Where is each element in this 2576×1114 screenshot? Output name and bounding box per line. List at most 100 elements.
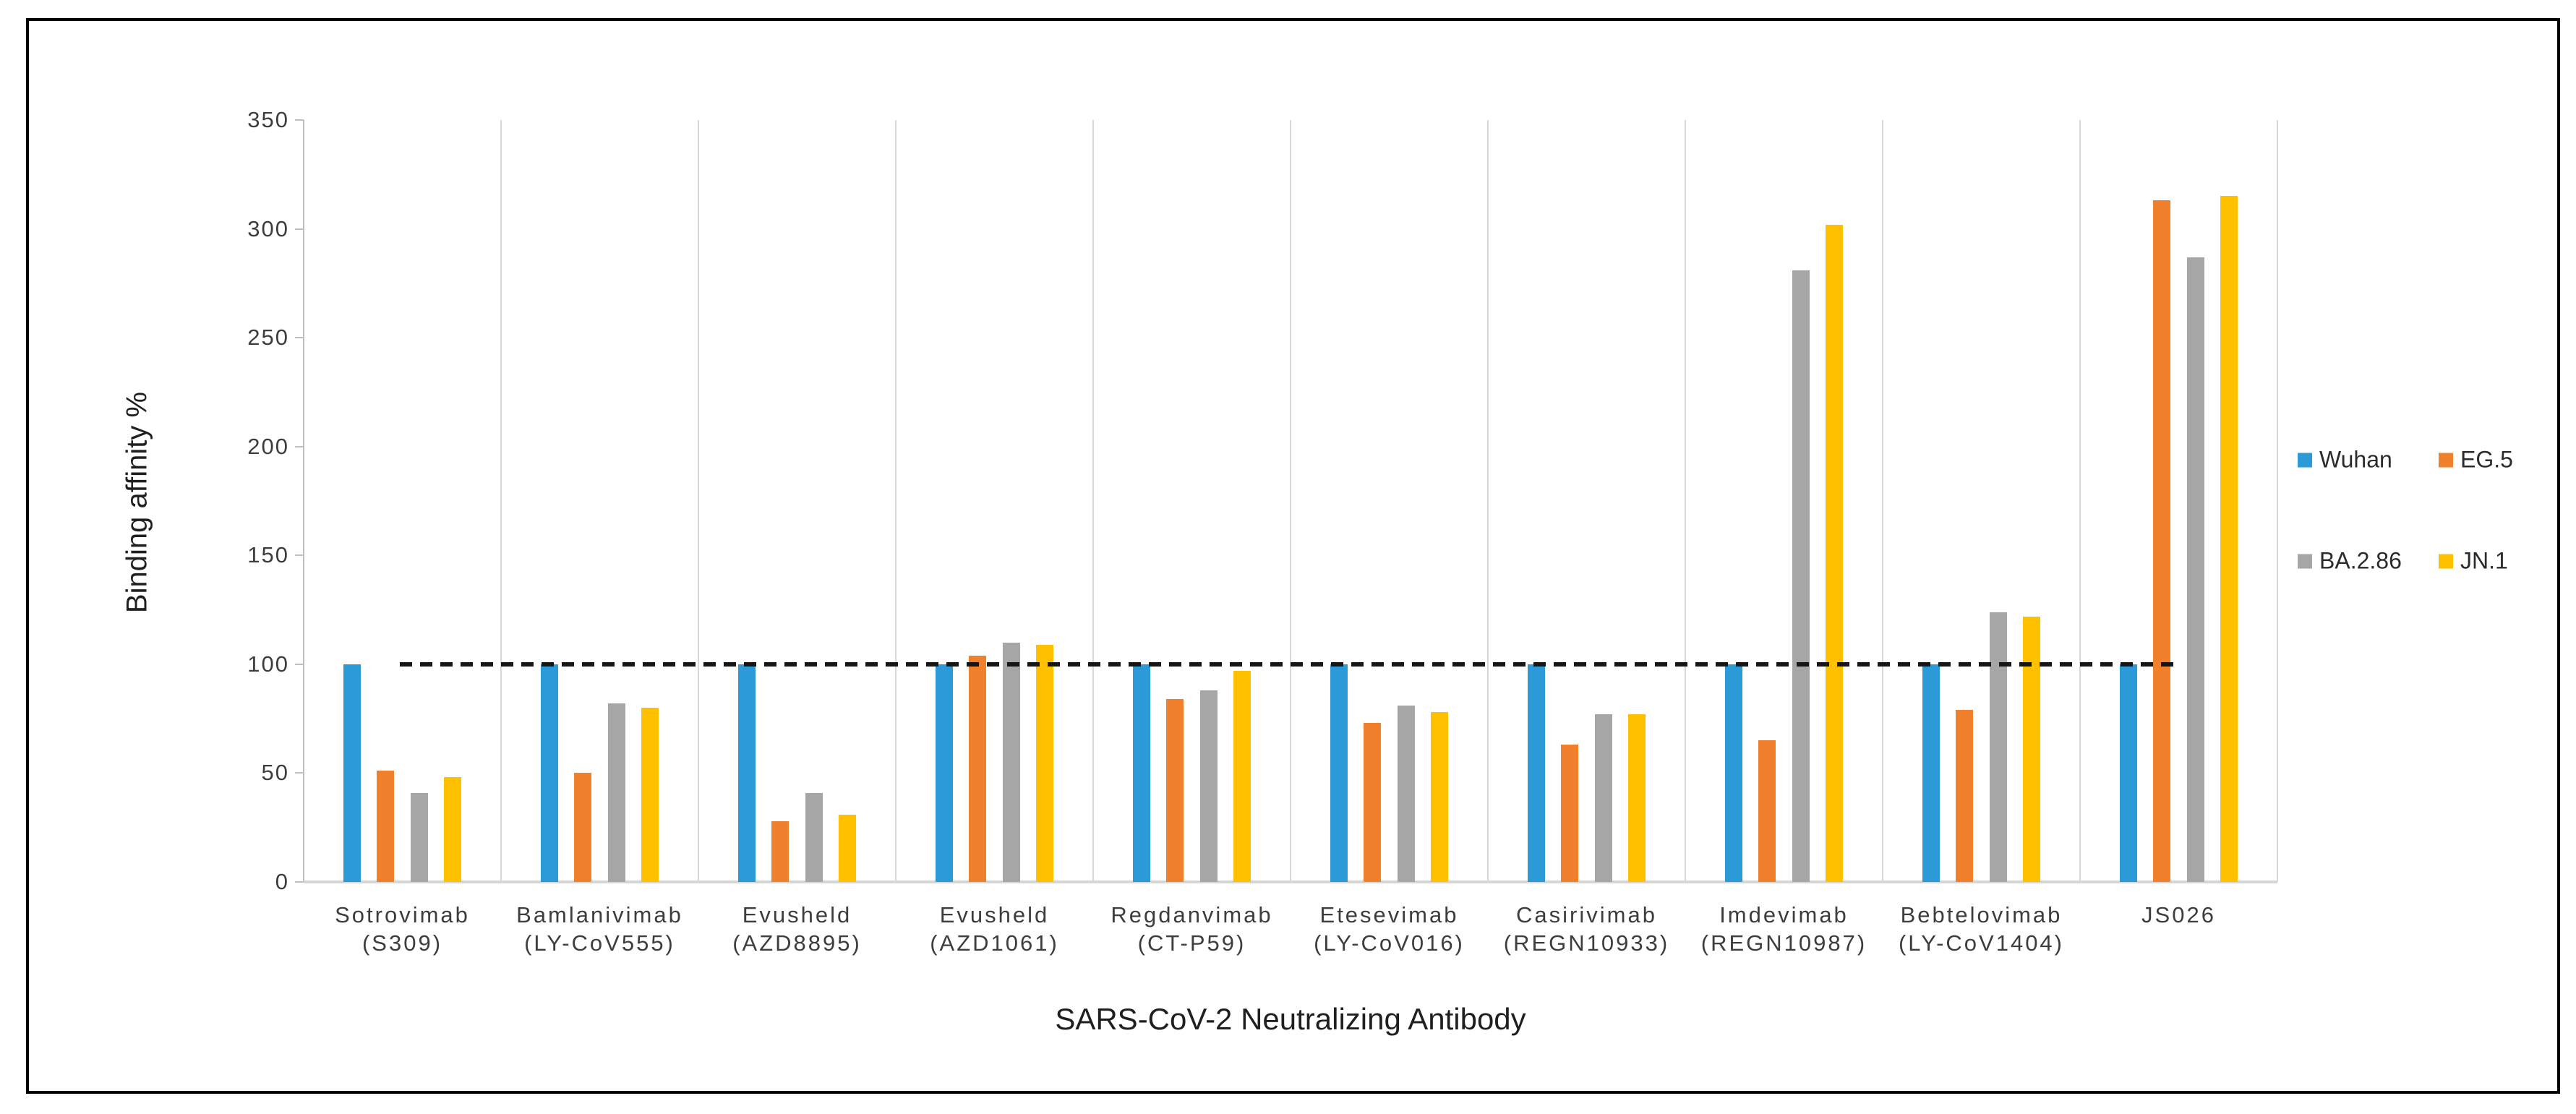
y-tick-label-200: 200	[247, 433, 289, 459]
bar-ba-2-86-regdanvimab-ct-p59	[1199, 690, 1218, 882]
bar-wuhan-evusheld-azd1061	[936, 664, 954, 882]
bar-jn-1-js026	[2220, 196, 2238, 882]
bar-group-evusheld-azd8895	[698, 120, 896, 882]
legend-swatch-eg-5	[2439, 453, 2453, 467]
category-gridline	[1685, 120, 1686, 882]
legend-item-wuhan: Wuhan	[2298, 447, 2392, 474]
bar-eg-5-evusheld-azd1061	[969, 655, 987, 882]
x-category-code: (CT-P59)	[1137, 930, 1246, 956]
x-category-label-bamlanivimab-ly-cov555: Bamlanivimab (LY-CoV555)	[501, 901, 698, 957]
x-category-name: Etesevimab	[1319, 902, 1459, 927]
bar-eg-5-imdevimab-regn10987	[1758, 740, 1776, 882]
x-axis-line	[304, 881, 2277, 883]
reference-line-100-percent	[400, 661, 2176, 667]
x-category-label-imdevimab-regn10987: Imdevimab (REGN10987)	[1685, 901, 1883, 957]
y-tick-mark	[295, 228, 304, 230]
bar-group-etesevimab-ly-cov016	[1291, 120, 1488, 882]
bar-jn-1-bebtelovimab-ly-cov1404	[2022, 616, 2040, 882]
bar-ba-2-86-bebtelovimab-ly-cov1404	[1989, 612, 2007, 882]
bar-jn-1-bamlanivimab-ly-cov555	[641, 708, 659, 882]
x-category-code: (LY-CoV016)	[1314, 930, 1465, 956]
bar-group-evusheld-azd1061	[896, 120, 1093, 882]
category-gridline	[698, 120, 699, 882]
y-axis-line	[303, 120, 304, 882]
category-gridline	[1092, 120, 1094, 882]
bar-wuhan-bamlanivimab-ly-cov555	[541, 664, 559, 882]
x-category-name: Casirivimab	[1516, 902, 1657, 927]
bar-group-imdevimab-regn10987	[1685, 120, 1883, 882]
bar-eg-5-bamlanivimab-ly-cov555	[574, 773, 592, 882]
bar-eg-5-js026	[2153, 200, 2171, 882]
bar-jn-1-evusheld-azd8895	[838, 814, 856, 882]
x-category-label-bebtelovimab-ly-cov1404: Bebtelovimab (LY-CoV1404)	[1883, 901, 2080, 957]
y-tick-mark	[295, 881, 304, 883]
legend-swatch-wuhan	[2298, 453, 2312, 467]
bar-ba-2-86-evusheld-azd1061	[1002, 642, 1020, 882]
category-gridline	[1487, 120, 1489, 882]
x-category-code: (LY-CoV1404)	[1898, 930, 2064, 956]
bar-ba-2-86-bamlanivimab-ly-cov555	[607, 703, 625, 882]
bar-eg-5-bebtelovimab-ly-cov1404	[1956, 710, 1974, 882]
x-axis-title: SARS-CoV-2 Neutralizing Antibody	[1055, 1002, 1526, 1036]
y-tick-mark	[295, 772, 304, 774]
bar-ba-2-86-casirivimab-regn10933	[1594, 714, 1612, 882]
legend-item-ba-2-86: BA.2.86	[2298, 548, 2402, 575]
y-tick-mark	[295, 445, 304, 447]
y-tick-label-0: 0	[275, 869, 289, 894]
y-tick-mark	[295, 663, 304, 665]
x-category-code: (AZD8895)	[732, 930, 862, 956]
bar-eg-5-evusheld-azd8895	[771, 820, 790, 882]
y-tick-label-300: 300	[247, 215, 289, 241]
x-category-name: Sotrovimab	[335, 902, 470, 927]
bar-ba-2-86-sotrovimab-s309	[410, 792, 428, 882]
x-category-name: Imdevimab	[1719, 902, 1849, 927]
y-tick-mark	[295, 554, 304, 557]
y-axis-title: Binding affinity %	[121, 391, 153, 614]
y-tick-label-50: 50	[261, 760, 289, 786]
category-gridline	[895, 120, 897, 882]
bar-group-casirivimab-regn10933	[1488, 120, 1685, 882]
x-category-name: Evusheld	[742, 902, 852, 927]
bar-ba-2-86-js026	[2186, 257, 2204, 882]
x-category-label-etesevimab-ly-cov016: Etesevimab (LY-CoV016)	[1291, 901, 1488, 957]
y-tick-label-250: 250	[247, 325, 289, 351]
bar-jn-1-etesevimab-ly-cov016	[1430, 712, 1448, 882]
legend-swatch-jn-1	[2439, 554, 2453, 568]
bar-wuhan-js026	[2120, 664, 2138, 882]
category-gridline	[1882, 120, 1883, 882]
bar-eg-5-casirivimab-regn10933	[1561, 745, 1579, 882]
figure-border	[26, 18, 2560, 1094]
bar-jn-1-casirivimab-regn10933	[1627, 714, 1646, 882]
bar-jn-1-sotrovimab-s309	[443, 777, 461, 882]
legend-label-eg-5: EG.5	[2460, 446, 2513, 473]
x-category-label-evusheld-azd1061: Evusheld (AZD1061)	[896, 901, 1093, 957]
legend-label-ba-2-86: BA.2.86	[2319, 547, 2402, 574]
bar-group-regdanvimab-ct-p59	[1093, 120, 1291, 882]
x-category-code: (REGN10987)	[1700, 930, 1867, 956]
y-tick-mark	[295, 119, 304, 121]
bar-group-sotrovimab-s309	[304, 120, 501, 882]
bar-wuhan-imdevimab-regn10987	[1725, 664, 1743, 882]
x-category-code: (REGN10933)	[1503, 930, 1670, 956]
bar-wuhan-sotrovimab-s309	[343, 664, 361, 882]
category-gridline	[2079, 120, 2081, 882]
x-category-name: Regdanvimab	[1111, 902, 1273, 927]
x-category-label-sotrovimab-s309: Sotrovimab (S309)	[304, 901, 501, 957]
plot-area	[303, 120, 2278, 883]
x-category-label-regdanvimab-ct-p59: Regdanvimab (CT-P59)	[1093, 901, 1291, 957]
bar-ba-2-86-etesevimab-ly-cov016	[1397, 706, 1415, 882]
x-category-label-js026: JS026	[2080, 901, 2277, 929]
bar-wuhan-etesevimab-ly-cov016	[1330, 664, 1348, 882]
bar-group-bebtelovimab-ly-cov1404	[1883, 120, 2080, 882]
bar-ba-2-86-imdevimab-regn10987	[1792, 270, 1810, 882]
category-gridline	[2277, 120, 2278, 882]
legend-label-wuhan: Wuhan	[2319, 446, 2392, 473]
bar-jn-1-regdanvimab-ct-p59	[1233, 670, 1251, 882]
y-tick-label-100: 100	[247, 651, 289, 677]
bar-jn-1-evusheld-azd1061	[1035, 644, 1053, 882]
y-tick-mark	[295, 337, 304, 339]
x-category-name: Evusheld	[939, 902, 1050, 927]
bar-group-bamlanivimab-ly-cov555	[501, 120, 698, 882]
legend-item-jn-1: JN.1	[2439, 548, 2508, 575]
y-tick-label-150: 150	[247, 542, 289, 568]
